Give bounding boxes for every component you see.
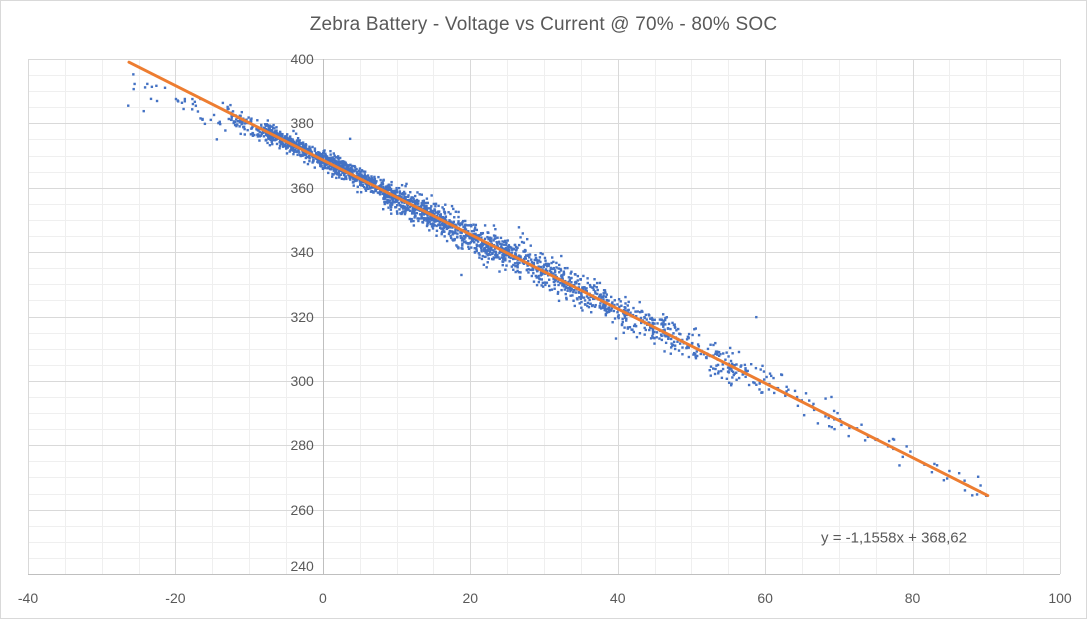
y-axis-tick-label: 400 [290,51,314,67]
y-axis-tick-label: 240 [290,558,314,574]
x-axis-tick-label: -20 [165,590,186,606]
y-axis-tick-label: 260 [290,501,314,518]
x-axis-tick-label: -40 [17,590,39,606]
x-axis-tick-label: 20 [462,590,479,606]
x-axis-tick-label: 100 [1048,590,1072,606]
x-axis-tick-label: 40 [609,590,626,606]
chart-title: Zebra Battery - Voltage vs Current @ 70%… [309,14,778,35]
y-axis-tick-label: 320 [290,308,314,325]
x-axis-tick-label: 80 [904,590,921,606]
trendline-equation-label: y = -1,1558x + 368,62 [821,529,967,547]
y-axis-tick-label: 300 [290,372,314,389]
y-axis-tick-label: 280 [290,437,314,454]
y-axis-tick-label: 340 [290,244,314,261]
x-axis-tick-label: 0 [318,590,327,606]
x-axis-tick-label: 60 [757,590,773,606]
y-axis-tick-label: 360 [290,179,314,196]
y-axis-tick-label: 380 [290,115,314,132]
